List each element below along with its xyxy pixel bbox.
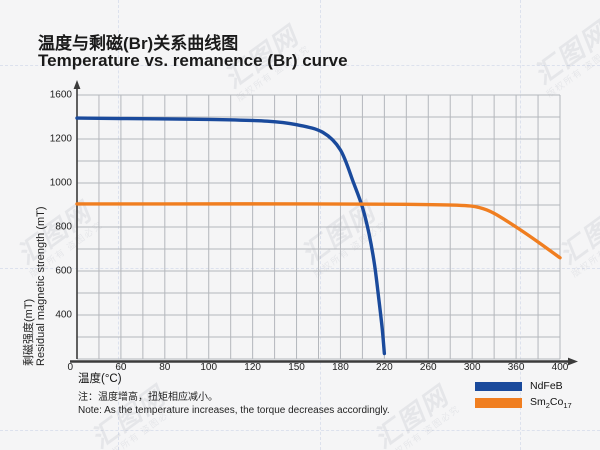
x-tick-label: 260 [419, 362, 437, 373]
y-tick-label: 1200 [49, 133, 72, 145]
bg-dashed-line [320, 0, 321, 450]
legend-swatch-ndfeb [475, 381, 522, 391]
y-tick-label: 600 [55, 265, 72, 277]
y-tick-label: 400 [55, 309, 72, 321]
footnote-en: Note: As the temperature increases, the … [78, 405, 390, 416]
y-tick-label: 1000 [49, 177, 72, 189]
bg-dashed-line [0, 65, 600, 66]
x-tick-label: 400 [551, 362, 569, 373]
origin-tick-label: 0 [67, 362, 73, 373]
page-title-en: Temperature vs. remanence (Br) curve [38, 51, 348, 70]
chart-legend: NdFeB Sm2Co17 [475, 380, 572, 414]
bg-dashed-line [118, 0, 119, 450]
x-axis-title: 温度(°C) [78, 373, 122, 385]
bg-dashed-line [520, 0, 521, 450]
page-title-zh: 温度与剩磁(Br)关系曲线图 [38, 34, 239, 53]
x-tick-label: 360 [507, 362, 525, 373]
x-tick-label: 220 [376, 362, 393, 373]
x-tick-label: 80 [159, 362, 171, 373]
x-tick-label: 60 [115, 362, 127, 373]
y-tick-label: 1600 [49, 89, 72, 101]
footnote: 注：温度增高，扭矩相应减小。 Note: As the temperature … [78, 391, 390, 417]
series-Sm2Co17 [75, 202, 562, 260]
x-tick-label: 100 [200, 362, 218, 373]
legend-label-ndfeb: NdFeB [530, 380, 563, 392]
x-tick-label: 150 [288, 362, 305, 373]
x-tick-label: 300 [463, 362, 481, 373]
bg-dashed-line [0, 430, 600, 431]
legend-item-sm2co17: Sm2Co17 [475, 396, 572, 410]
x-axis-arrow-icon [568, 357, 578, 366]
x-tick-label: 180 [332, 362, 349, 373]
y-tick-label: 800 [55, 221, 72, 233]
y-axis-arrow-icon [73, 80, 81, 89]
bg-dashed-line [0, 268, 600, 269]
legend-swatch-sm2co17 [475, 398, 522, 409]
x-tick-label: 120 [244, 362, 261, 373]
footnote-zh: 注：温度增高，扭矩相应减小。 [78, 392, 218, 403]
legend-item-ndfeb: NdFeB [475, 380, 572, 392]
series-NdFeB [75, 116, 387, 356]
legend-label-sm2co17: Sm2Co17 [530, 396, 572, 411]
